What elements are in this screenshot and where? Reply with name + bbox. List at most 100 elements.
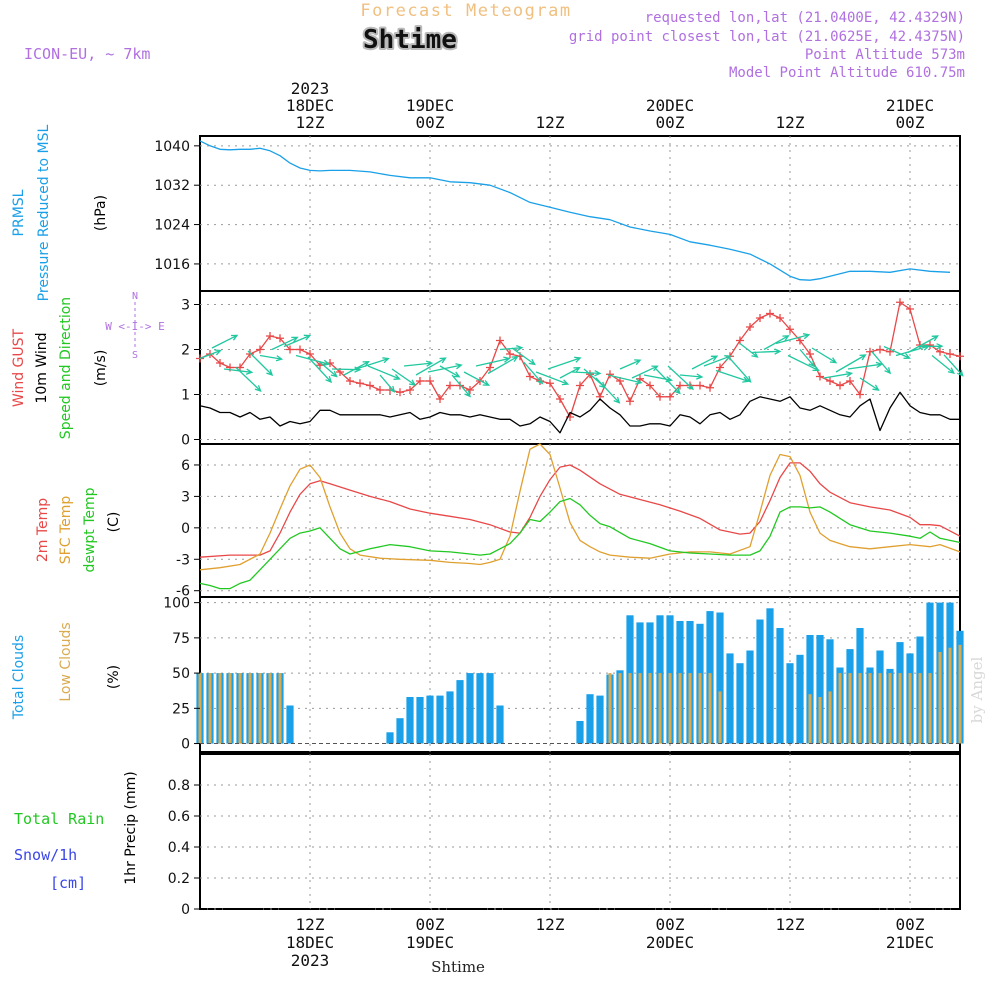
y-tick-label: 0.8	[168, 778, 190, 794]
wind-gust-marker	[856, 390, 864, 399]
wind-direction-arrow	[271, 336, 299, 351]
temp-label: 2m Temp	[35, 498, 51, 562]
wind-gust-marker	[846, 377, 854, 385]
requested-point: requested lon,lat (21.0400E, 42.4329N)	[645, 10, 965, 26]
wind-gust-marker	[346, 377, 354, 385]
wind-direction-arrow	[919, 343, 944, 350]
total-cloud-bar	[716, 612, 724, 744]
low-cloud-bar	[708, 673, 712, 744]
low-cloud-bar	[888, 673, 892, 744]
wind-direction-arrow	[211, 334, 239, 349]
wind-gust-marker	[836, 381, 844, 390]
wind-gust-marker	[896, 298, 904, 307]
top-time-label: 00Z	[896, 113, 925, 132]
wind-direction-arrow	[367, 365, 401, 380]
total-cloud-bar	[816, 635, 824, 744]
precip-label: 1hr Precip (mm)	[123, 771, 139, 884]
wind-direction-arrow	[607, 374, 643, 385]
wind-direction-arrow	[715, 369, 750, 383]
footer-location: Shtime	[431, 958, 485, 976]
low-cloud-bar	[608, 673, 612, 744]
low-clouds-label: Low Clouds	[58, 622, 74, 701]
wind-direction-arrow	[475, 356, 511, 367]
total-cloud-bar	[786, 663, 794, 744]
top-time-label: 21DEC	[886, 96, 934, 115]
wind-gust-marker	[806, 350, 814, 358]
bottom-time-label: 2023	[291, 951, 330, 970]
y-tick-label: 1	[181, 388, 190, 404]
bottom-time-label: 20DEC	[646, 933, 694, 952]
wind-gust-marker	[646, 381, 654, 390]
low-cloud-bar	[618, 673, 622, 744]
wind-direction-arrow	[547, 356, 582, 370]
y-tick-label: 1016	[154, 257, 190, 273]
wind-gust-marker	[656, 392, 664, 401]
wind-gust-marker	[946, 350, 954, 358]
location-title-shadow: Shtime	[363, 25, 457, 55]
point-altitude: Point Altitude 573m	[805, 47, 965, 63]
wind-gust-marker	[286, 345, 294, 354]
wind-direction-arrow	[535, 371, 570, 386]
wind-direction-arrow	[811, 347, 838, 364]
low-cloud-bar	[808, 694, 812, 744]
wind-direction-arrow	[379, 374, 396, 393]
wind-gust-marker	[496, 336, 504, 345]
credit-watermark: by Angel	[968, 656, 986, 723]
low-cloud-bar	[658, 673, 662, 744]
total-cloud-bar	[476, 673, 484, 744]
wind-direction-arrow	[679, 373, 704, 380]
low-cloud-bar	[928, 673, 932, 744]
top-time-label: 20DEC	[646, 96, 694, 115]
low-cloud-bar	[628, 673, 632, 744]
sfc-temp-line	[199, 443, 961, 571]
snow-unit: [cm]	[50, 874, 86, 892]
wind-gust-marker	[676, 381, 684, 390]
wind-gust-marker	[396, 388, 404, 397]
wind-direction-arrow	[859, 377, 880, 391]
y-tick-label: 6	[181, 458, 190, 474]
total-cloud-bar	[386, 732, 394, 744]
wind-direction-arrow	[235, 367, 262, 393]
total-cloud-bar	[426, 695, 434, 744]
wind-gust-marker	[356, 379, 364, 388]
pct-unit: (%)	[106, 665, 122, 689]
wind-gust-marker	[746, 323, 754, 331]
wind-direction-arrow	[223, 368, 254, 375]
pressure-label: Pressure Reduced to MSL	[36, 124, 52, 301]
wind-direction-arrow	[931, 354, 955, 375]
low-cloud-bar	[958, 644, 962, 744]
low-cloud-bar	[698, 673, 702, 744]
wind-direction-arrow	[631, 365, 659, 379]
wind-direction-arrow	[883, 345, 911, 359]
precip-panel	[199, 753, 961, 910]
low-cloud-bar	[268, 673, 272, 744]
y-tick-label: 0	[181, 521, 190, 537]
wind-gust-marker	[366, 381, 374, 390]
wind-gust-marker	[716, 363, 724, 372]
wind-gust-marker	[526, 372, 534, 381]
wind-label: 10m Wind	[34, 332, 50, 403]
wind-gust-marker	[756, 314, 764, 322]
y-tick-label: -6	[176, 584, 190, 600]
y-tick-label: 25	[172, 701, 190, 717]
total-cloud-bar	[806, 635, 814, 744]
wind-10m-line	[199, 391, 960, 434]
wind-gust-marker	[276, 334, 284, 343]
low-cloud-bar	[228, 673, 232, 744]
wind-gust-marker	[436, 395, 444, 403]
wind-gust-marker	[466, 386, 474, 394]
wind-gust-marker	[926, 341, 934, 349]
low-cloud-bar	[218, 673, 222, 744]
wind-gust-marker	[296, 345, 304, 354]
top-time-label: 12Z	[296, 113, 325, 132]
wind-direction-arrow	[319, 361, 338, 378]
wind-direction-arrow	[667, 365, 694, 391]
hpa-unit: (hPa)	[93, 195, 109, 231]
wind-gust-marker	[446, 381, 454, 390]
wind-gust-marker	[796, 336, 804, 345]
wind-direction-arrow	[799, 349, 816, 368]
low-cloud-bar	[668, 673, 672, 744]
top-time-label: 12Z	[536, 113, 565, 132]
total-cloud-bar	[746, 650, 754, 744]
snow-label: Snow/1h	[14, 846, 77, 864]
